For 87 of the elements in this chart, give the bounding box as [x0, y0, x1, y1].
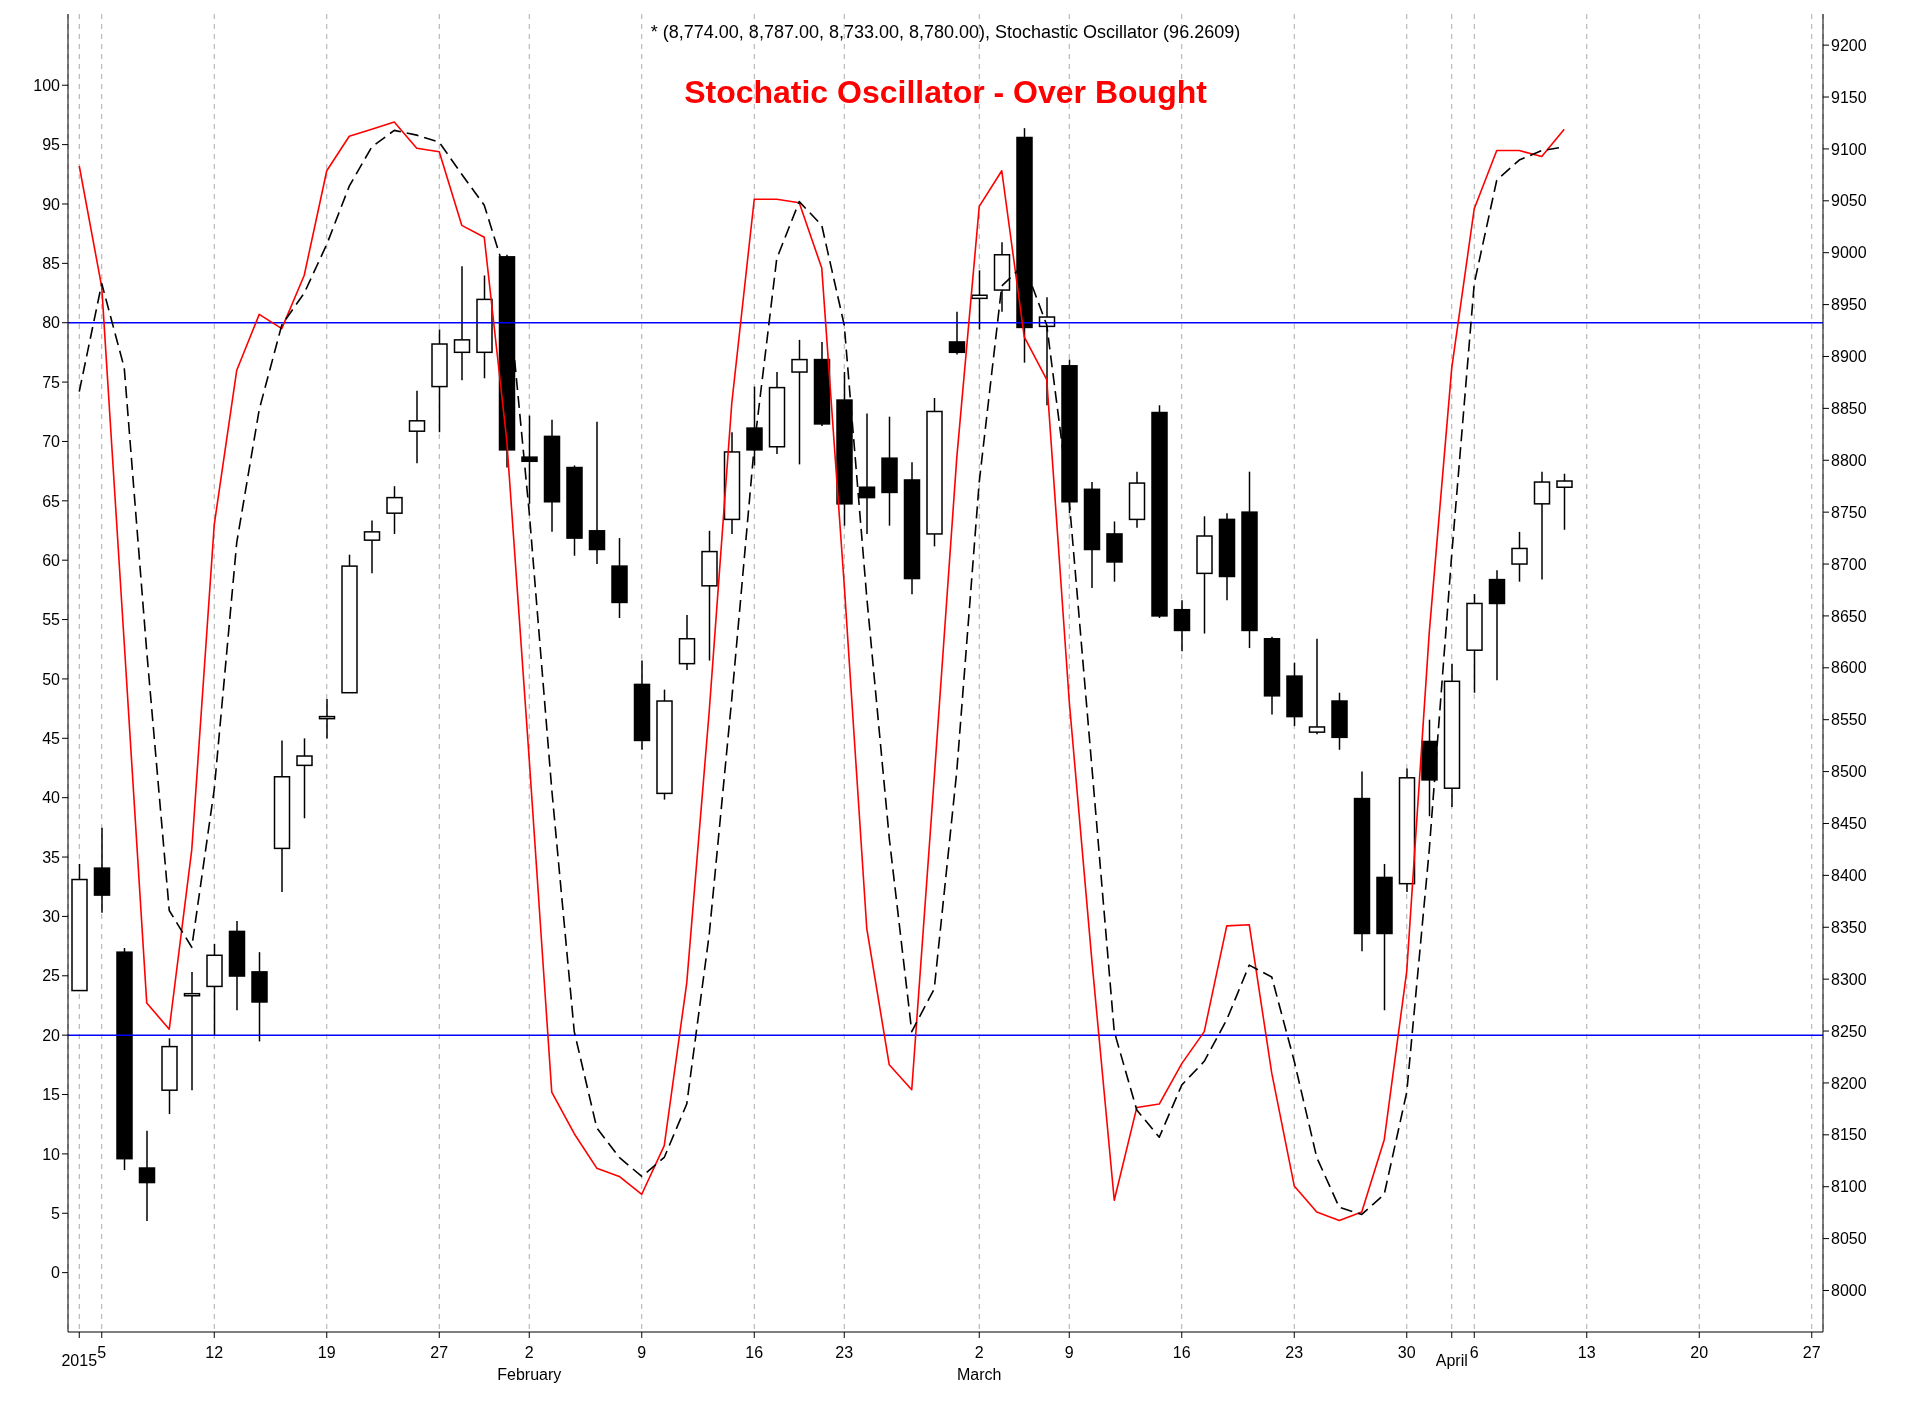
y-tick-label: 55: [42, 611, 61, 629]
text: * (8,774.00, 8,787.00, 8,733.00, 8,780.00), Stochastic Oscillator (96.2609): [649, 22, 1242, 43]
x-tick-label: 27: [1802, 1344, 1821, 1361]
y-tick-label: 40: [42, 789, 61, 807]
y2-tick-label: 8650: [1831, 607, 1867, 625]
y2-tick-label: 8300: [1831, 970, 1867, 988]
y-tick-label: 80: [42, 314, 61, 332]
y2-tick-label: 8600: [1831, 659, 1867, 677]
y-tick-label: 60: [42, 551, 61, 569]
x-tick-label: 9: [637, 1344, 647, 1361]
y2-tick-label: 8700: [1831, 555, 1867, 573]
x-tick-label: 20: [1690, 1344, 1709, 1361]
y2-tick-label: 8450: [1831, 815, 1867, 833]
candlestick: [138, 1129, 156, 1222]
y2-tick-label: 8500: [1831, 763, 1867, 781]
x-tick-label: 19: [317, 1344, 336, 1361]
y-tick-label: 0: [51, 1264, 61, 1282]
y2-tick-label: 8550: [1831, 711, 1867, 729]
x-tick-label: 16: [745, 1344, 764, 1361]
candlestick: [521, 414, 538, 505]
candlestick: [183, 971, 201, 1091]
y2-tick-label: 8050: [1831, 1230, 1867, 1248]
candlestick: [791, 339, 808, 466]
y-tick-label: 50: [42, 670, 61, 688]
y2-tick-label: 8950: [1831, 296, 1867, 314]
x-tick-label: 23: [1285, 1344, 1304, 1361]
candlestick: [858, 412, 876, 535]
candlestick: [1308, 638, 1326, 735]
y-tick-label: 85: [42, 255, 61, 273]
y-tick-label: 15: [42, 1086, 61, 1104]
y-tick-label: 5: [51, 1204, 61, 1222]
x-tick-label: 5: [97, 1344, 107, 1361]
y2-tick-label: 8150: [1831, 1126, 1867, 1144]
y-tick-label: 65: [42, 492, 61, 510]
y-tick-label: 100: [33, 76, 61, 94]
x-tick-label: 12: [205, 1344, 224, 1361]
x-tick-label: 13: [1577, 1344, 1596, 1361]
x-tick-label: 16: [1172, 1344, 1191, 1361]
candlestick: [948, 311, 966, 356]
candlestick: [453, 265, 471, 382]
candlestick: [971, 269, 988, 331]
y-tick-label: 30: [42, 908, 61, 926]
y-tick-label: 35: [42, 848, 61, 866]
y2-tick-label: 8100: [1831, 1178, 1867, 1196]
y-tick-label: 90: [42, 195, 61, 213]
y2-tick-label: 9100: [1831, 140, 1867, 158]
y-tick-label: 25: [42, 967, 61, 985]
y2-tick-label: 8000: [1831, 1282, 1867, 1300]
candlestick: [1556, 472, 1573, 531]
y2-tick-label: 8350: [1831, 918, 1867, 936]
candlestick: [746, 385, 763, 467]
x-tick-label: 23: [835, 1344, 854, 1361]
x-tick-label: 6: [1469, 1344, 1479, 1361]
y2-tick-label: 8800: [1831, 451, 1867, 469]
y2-tick-label: 8850: [1831, 400, 1867, 418]
y-tick-label: 70: [42, 433, 61, 451]
candlestick: [363, 519, 381, 575]
x-tick-label: 9: [1064, 1344, 1074, 1361]
candlestick: [1488, 569, 1506, 682]
x-tick-label: April: [1435, 1352, 1468, 1369]
candlestick: [408, 389, 426, 465]
y2-tick-label: 9150: [1831, 88, 1867, 106]
x-tick-label: 27: [430, 1344, 449, 1361]
candlestick: [1511, 531, 1528, 583]
x-tick-label: 2015: [61, 1352, 98, 1369]
y2-tick-label: 9000: [1831, 244, 1867, 262]
y-tick-label: 20: [42, 1026, 61, 1044]
candlestick: [386, 485, 403, 535]
x-tick-label: 2 March: [957, 1344, 1002, 1383]
y2-tick-label: 8400: [1831, 867, 1867, 885]
y2-tick-label: 9050: [1831, 192, 1867, 210]
candlestick: [1173, 599, 1191, 652]
x-tick-label: 30: [1397, 1344, 1416, 1361]
y-tick-label: 95: [42, 136, 61, 154]
y2-tick-label: 8200: [1831, 1074, 1867, 1092]
y2-tick-label: 9200: [1831, 36, 1867, 54]
x-tick-label: 2 February: [497, 1344, 562, 1383]
y2-tick-label: 8250: [1831, 1022, 1867, 1040]
y-tick-label: 10: [42, 1145, 61, 1163]
candlestick: [296, 737, 313, 820]
candlestick: [1533, 470, 1551, 581]
candlestick: [588, 421, 606, 565]
y-tick-label: 75: [42, 373, 61, 391]
text: Stochatic Oscillator - Over Bought: [683, 74, 1208, 111]
y-tick-label: 45: [42, 729, 61, 747]
y2-tick-label: 8900: [1831, 348, 1867, 366]
y2-tick-label: 8750: [1831, 503, 1867, 521]
